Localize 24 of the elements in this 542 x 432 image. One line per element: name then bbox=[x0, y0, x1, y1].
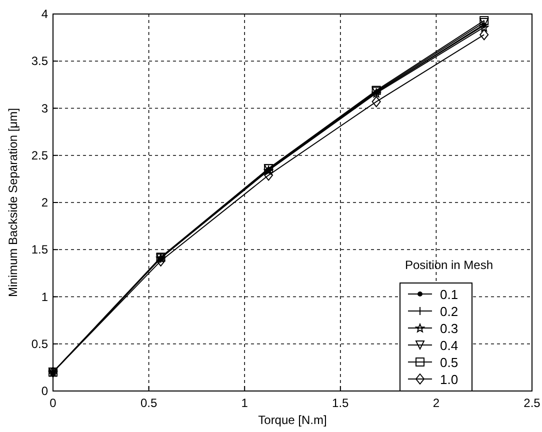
legend-label: 0.2 bbox=[440, 304, 458, 319]
x-tick-label: 2 bbox=[432, 396, 440, 410]
x-tick-label: 0 bbox=[50, 396, 57, 410]
y-tick-label: 1 bbox=[41, 290, 48, 304]
y-tick-label: 3.5 bbox=[31, 54, 48, 68]
legend-label: 0.5 bbox=[440, 355, 458, 370]
y-axis-title: Minimum Backside Separation [μm] bbox=[6, 108, 20, 297]
y-tick-label: 0 bbox=[41, 384, 48, 398]
x-tick-label: 0.5 bbox=[140, 396, 158, 410]
legend-label: 0.3 bbox=[440, 321, 458, 336]
x-axis-title: Torque [N.m] bbox=[258, 413, 327, 427]
y-tick-label: 3 bbox=[41, 101, 48, 116]
y-tick-label: 2.5 bbox=[31, 148, 48, 162]
x-tick-label: 1.5 bbox=[332, 396, 350, 410]
y-tick-label: 1.5 bbox=[31, 242, 48, 257]
legend-label: 1.0 bbox=[440, 372, 458, 387]
x-tick-label: 2.5 bbox=[524, 396, 541, 410]
x-tick-label: 1 bbox=[241, 396, 248, 410]
y-tick-label: 0.5 bbox=[31, 336, 48, 351]
y-tick-label: 4 bbox=[41, 7, 48, 21]
legend-label: 0.4 bbox=[440, 338, 458, 353]
y-tick-label: 2 bbox=[41, 196, 48, 210]
legend-title: Position in Mesh bbox=[404, 258, 494, 272]
legend-label: 0.1 bbox=[440, 287, 458, 302]
